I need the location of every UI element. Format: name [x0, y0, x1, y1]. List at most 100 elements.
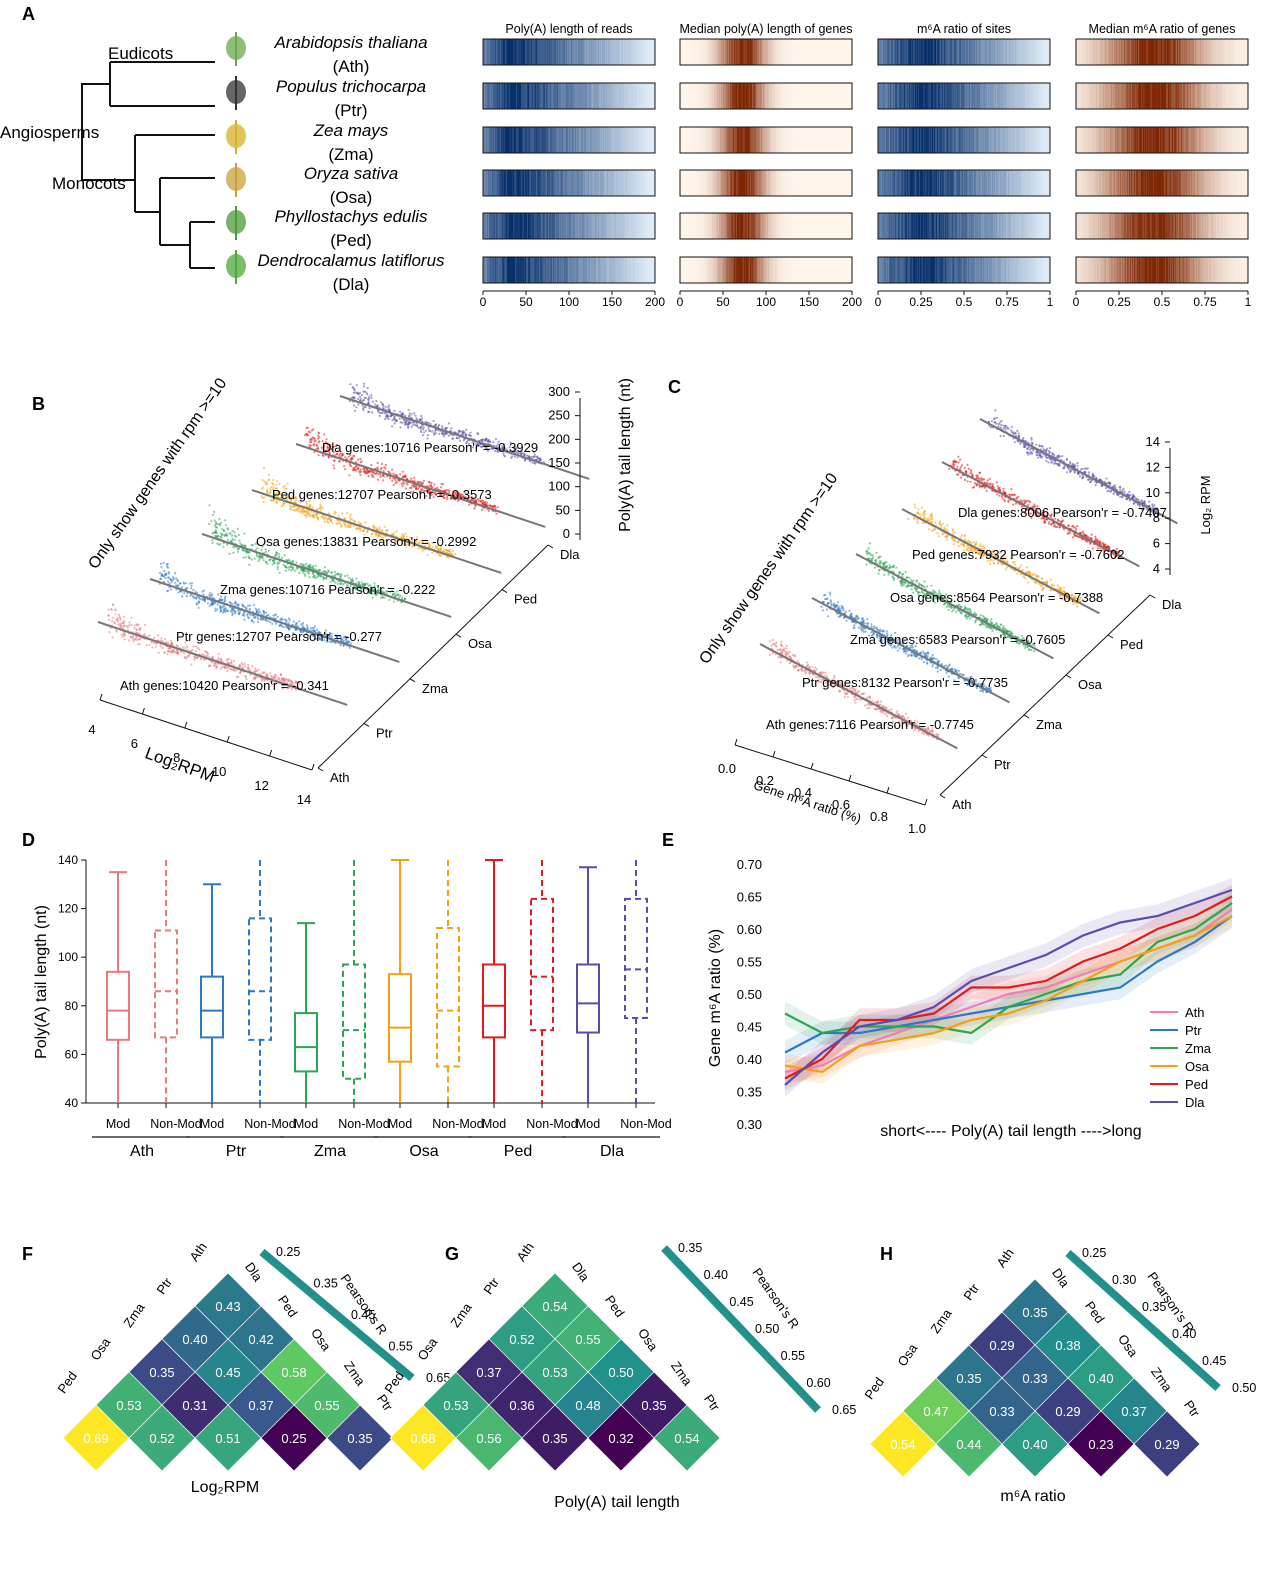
heatmap-cell [1165, 170, 1167, 196]
heatmap-cell [809, 213, 811, 239]
heatmap-cell [799, 257, 801, 283]
heatmap-cell [747, 39, 749, 65]
heatmap-cell [795, 127, 797, 153]
heatmap-cell [983, 83, 985, 109]
heatmap-cell [1048, 127, 1050, 153]
heatmap-cell [513, 170, 515, 196]
heatmap-cell [745, 257, 747, 283]
heatmap-cell [704, 83, 706, 109]
heatmap-cell [1114, 127, 1116, 153]
heatmap-cell [707, 170, 709, 196]
heatmap-cell [558, 127, 560, 153]
heatmap-cell [889, 127, 891, 153]
heatmap-cell [765, 127, 767, 153]
heatmap-cell [498, 127, 500, 153]
heatmap-cell [1086, 213, 1088, 239]
heatmap-cell [901, 213, 903, 239]
heatmap-cell [848, 213, 850, 239]
heatmap-cell [887, 257, 889, 283]
heatmap-cell [925, 83, 927, 109]
heatmap-cell [835, 127, 837, 153]
heatmap-cell [882, 213, 884, 239]
heatmap-cell [835, 83, 837, 109]
heatmap-cell [1037, 83, 1039, 109]
heatmap-cell [1212, 213, 1214, 239]
heatmap-cell [577, 213, 579, 239]
heatmap-cell [1217, 83, 1219, 109]
heatmap-cell [534, 170, 536, 196]
heatmap-cell [736, 257, 738, 283]
heatmap-cell [898, 39, 900, 65]
heatmap-cell [621, 39, 623, 65]
heatmap-cell [573, 127, 575, 153]
heatmap-cell [1211, 213, 1213, 239]
heatmap-cell [535, 127, 537, 153]
heatmap-cell [810, 170, 812, 196]
heatmap-cell [1152, 39, 1154, 65]
heatmap-cell [784, 257, 786, 283]
heatmap-cell [488, 127, 490, 153]
heatmap-cell [719, 257, 721, 283]
heatmap-cell [958, 127, 960, 153]
heatmap-cell [929, 170, 931, 196]
heatmap-cell [1106, 213, 1108, 239]
heatmap-cell [639, 213, 641, 239]
heatmap-cell [650, 127, 652, 153]
heatmap-cell [1037, 127, 1039, 153]
heatmap-cell [971, 127, 973, 153]
heatmap-cell [527, 213, 529, 239]
heatmap-cell [750, 127, 752, 153]
heatmap-cell [849, 39, 851, 65]
heatmap-cell [1229, 213, 1231, 239]
heatmap-cell [544, 39, 546, 65]
tick-label: 1 [1047, 295, 1054, 309]
heatmap-cell [518, 257, 520, 283]
heatmap-cell [753, 257, 755, 283]
heatmap-cell [1214, 257, 1216, 283]
heatmap-cell [1141, 170, 1143, 196]
heatmap-cell [836, 213, 838, 239]
heatmap-cell [1144, 39, 1146, 65]
heatmap-cell [1118, 83, 1120, 109]
heatmap-cell [959, 83, 961, 109]
heatmap-cell [637, 170, 639, 196]
heatmap-cell [887, 127, 889, 153]
heatmap-cell [908, 39, 910, 65]
heatmap-cell [936, 39, 938, 65]
heatmap-cell [1216, 257, 1218, 283]
heatmap-cell [1161, 213, 1163, 239]
scatter-point [171, 643, 174, 646]
heatmap-cell [958, 213, 960, 239]
heatmap-cell [1119, 39, 1121, 65]
heatmap-cell [1185, 127, 1187, 153]
heatmap-cell [963, 83, 965, 109]
heatmap-cell [573, 213, 575, 239]
heatmap-cell [507, 170, 509, 196]
heatmap-cell [1039, 213, 1041, 239]
heatmap-cell [844, 39, 846, 65]
heatmap-cell [1206, 39, 1208, 65]
heatmap-cell [647, 83, 649, 109]
heatmap-cell [727, 213, 729, 239]
heatmap-cell [638, 170, 640, 196]
scatter-point [128, 621, 131, 624]
heatmap-cell [1235, 170, 1237, 196]
heatmap-cell [975, 83, 977, 109]
heatmap-cell [1131, 39, 1133, 65]
heatmap-cell [726, 83, 728, 109]
heatmap-cell [780, 170, 782, 196]
heatmap-cell [686, 39, 688, 65]
heatmap-cell [788, 127, 790, 153]
heatmap-cell [940, 257, 942, 283]
heatmap-cell [525, 83, 527, 109]
heatmap-cell [515, 257, 517, 283]
heatmap-cell [1175, 257, 1177, 283]
heatmap-cell [844, 127, 846, 153]
heatmap-cell [964, 39, 966, 65]
heatmap-cell [1108, 170, 1110, 196]
heatmap-cell [808, 170, 810, 196]
heatmap-cell [821, 257, 823, 283]
heatmap-cell [1123, 213, 1125, 239]
scatter-point [193, 658, 196, 661]
heatmap-cell [643, 127, 645, 153]
